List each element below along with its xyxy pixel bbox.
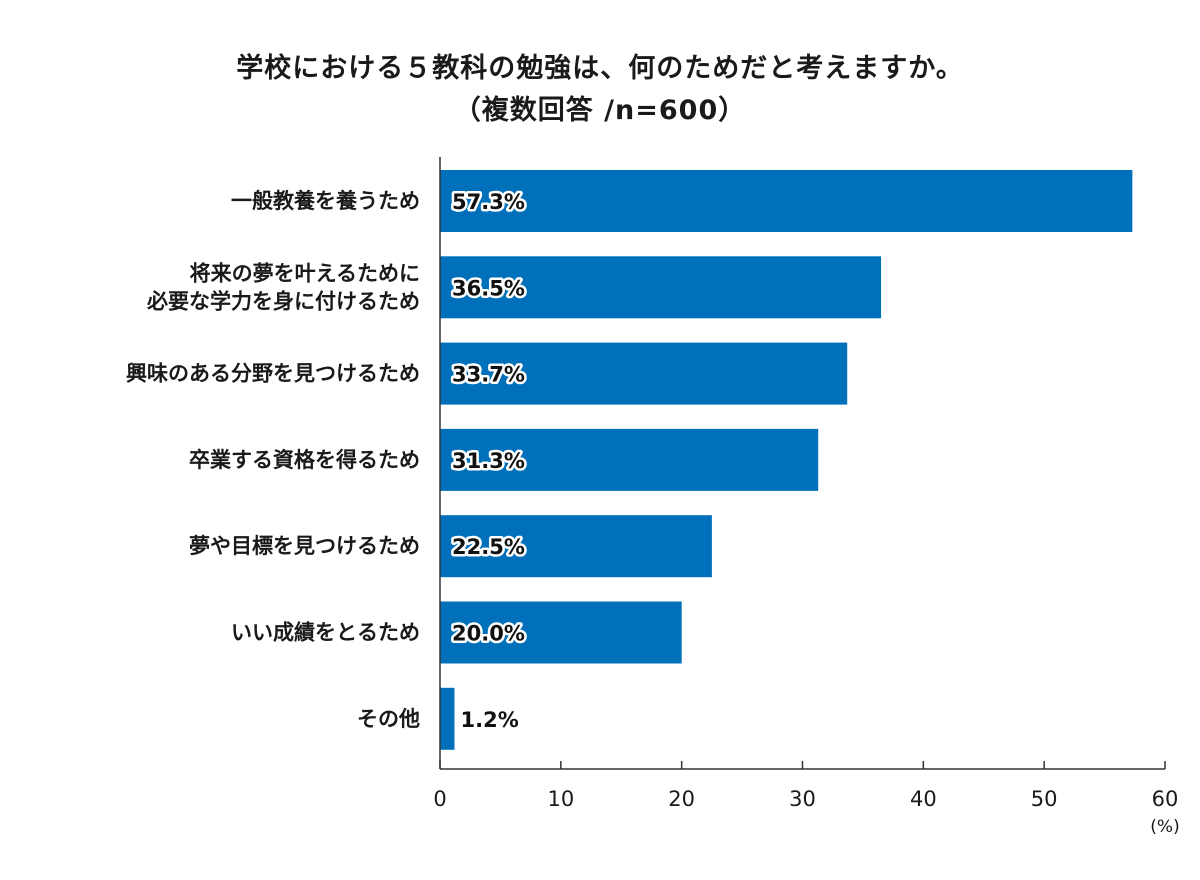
- category-label: 一般教養を養うため: [231, 189, 420, 213]
- category-label: 将来の夢を叶えるために: [190, 261, 420, 285]
- data-label: 1.2%: [461, 708, 519, 732]
- bar: [440, 342, 848, 405]
- category-label: 卒業する資格を得るため: [189, 448, 420, 472]
- category-label: 夢や目標を見つけるため: [189, 534, 420, 558]
- x-tick-label: 40: [910, 787, 937, 811]
- chart-title: 学校における５教科の勉強は、何のためだと考えますか。: [236, 53, 964, 84]
- x-tick-label: 0: [433, 787, 446, 811]
- bar: [440, 515, 712, 578]
- category-label: 必要な学力を身に付けるため: [147, 289, 420, 313]
- data-label: 36.5%: [452, 276, 525, 300]
- bar: [440, 687, 455, 750]
- chart-subtitle: （複数回答 /n=600）: [453, 95, 747, 126]
- category-label: その他: [357, 707, 420, 731]
- data-label: 22.5%: [452, 535, 525, 559]
- data-label: 20.0%: [452, 622, 525, 646]
- data-label: 33.7%: [452, 363, 525, 387]
- bar: [440, 601, 682, 664]
- category-label: 興味のある分野を見つけるため: [126, 362, 420, 386]
- x-tick-label: 60: [1152, 787, 1179, 811]
- bar: [440, 170, 1133, 232]
- x-axis-unit: (%): [1150, 817, 1179, 837]
- bar: [440, 428, 819, 491]
- x-tick-label: 50: [1031, 787, 1058, 811]
- x-tick-label: 10: [547, 787, 574, 811]
- x-tick-label: 30: [789, 787, 816, 811]
- category-label: いい成績をとるため: [231, 621, 420, 645]
- bar: [440, 256, 882, 319]
- x-tick-label: 20: [668, 787, 695, 811]
- data-label: 57.3%: [452, 190, 525, 214]
- data-label: 31.3%: [452, 449, 525, 473]
